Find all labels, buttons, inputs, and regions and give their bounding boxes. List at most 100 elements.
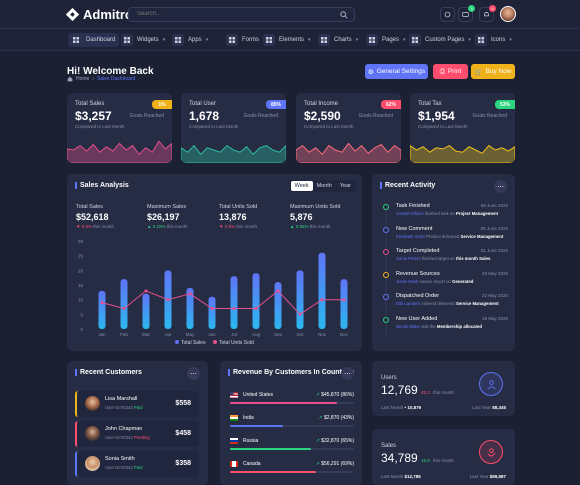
chevron-down-icon: ▾	[509, 37, 512, 43]
units-point-jun[interactable]	[210, 306, 214, 310]
stat-sparkline	[67, 140, 172, 163]
nav-label: Icons	[491, 37, 506, 43]
y-tick-label: 5	[80, 312, 83, 317]
bar-mar[interactable]	[142, 293, 150, 329]
stat-goal: Goals Reached	[129, 113, 164, 119]
nav-label: Pages	[382, 37, 400, 43]
units-point-apr[interactable]	[166, 298, 170, 302]
kpi-label: Total Sales	[76, 204, 103, 210]
tab-month[interactable]: Month	[316, 183, 332, 189]
bar-may[interactable]	[186, 287, 194, 329]
stat-value: $3,257	[75, 109, 112, 123]
messages-button[interactable]: 3	[458, 5, 475, 22]
units-point-oct[interactable]	[298, 312, 302, 316]
stat-label: Total Income	[304, 101, 339, 107]
activity-more-button[interactable]: ⋯	[494, 180, 507, 193]
units-point-dec[interactable]	[342, 298, 346, 302]
buy-now-button[interactable]: 🛒 Buy Now	[471, 64, 515, 79]
units-point-jul[interactable]	[232, 306, 236, 310]
bar-dec[interactable]	[340, 279, 348, 329]
bar-nov[interactable]	[318, 252, 326, 329]
breadcrumb-home[interactable]: Home	[76, 76, 90, 82]
apps-icon	[172, 34, 184, 46]
stat-compare: Compared to Last Month	[304, 124, 354, 129]
stat-value: 1,678	[189, 109, 220, 123]
widgets-icon	[121, 34, 133, 46]
message-icon	[462, 12, 469, 17]
timeline-dot-icon	[383, 226, 389, 233]
kpi-change: 0.9%	[81, 224, 92, 229]
customer-row[interactable]: Lisa Marshall User ID:#2342 Paid $558	[75, 391, 199, 417]
stat-compare: Compared to Last Month	[189, 124, 239, 129]
stat-card-total-sales: Total Sales $3,257 Compared to Last Month G…	[67, 93, 172, 163]
activity-user[interactable]: Nicola Blake	[396, 323, 420, 329]
units-point-mar[interactable]	[144, 289, 148, 293]
nav-item-dashboard[interactable]: Dashboard	[68, 33, 120, 47]
nav-item-apps[interactable]: Apps ▾	[172, 33, 208, 47]
nav-item-elements[interactable]: Elements ▾	[263, 33, 311, 47]
notifications-button[interactable]: 6	[479, 5, 496, 22]
kpi-value: $26,197	[147, 212, 180, 222]
bar-jul[interactable]	[230, 276, 238, 329]
customer-id: User ID:#2342	[105, 405, 133, 410]
elements-icon	[263, 34, 275, 46]
search-input[interactable]	[137, 11, 327, 17]
fullscreen-button[interactable]	[440, 7, 455, 22]
app-logo[interactable]: Admitro	[66, 7, 133, 22]
bar-feb[interactable]	[120, 279, 128, 329]
nav-item-forms[interactable]: Forms▾	[226, 33, 266, 47]
tab-week[interactable]: Week	[290, 181, 313, 191]
nav-item-widgets[interactable]: Widgets ▾	[121, 33, 165, 47]
breadcrumb: Home › Sales Dashboard	[67, 76, 135, 82]
customer-row[interactable]: Sonia Smith User ID:#2342 Paid $358	[75, 451, 199, 477]
activity-user[interactable]: Elizabeth Scott	[396, 233, 425, 239]
customer-row[interactable]: John Chapman User ID:#2342 Pending $458	[75, 421, 199, 447]
activity-user[interactable]: Sonia Peters	[396, 256, 421, 261]
sales-summary-value: 34,789 19.8 this month	[381, 451, 454, 465]
units-point-aug[interactable]	[254, 306, 258, 310]
users-change-note: this month	[433, 390, 454, 395]
country-progress-fill	[230, 471, 316, 473]
bar-jan[interactable]	[98, 290, 106, 329]
sales-last-month-label: Last Month	[381, 474, 404, 479]
bar-oct[interactable]	[296, 270, 304, 329]
user-avatar[interactable]	[500, 6, 516, 22]
legend-label: Total Units Sold	[219, 340, 254, 346]
nav-item-icons[interactable]: Icons ▾	[475, 33, 512, 47]
print-button[interactable]: ⎙ Print	[433, 64, 468, 79]
countries-more-button[interactable]: ⋯	[341, 367, 354, 380]
customer-amount: $458	[175, 430, 191, 437]
stat-card-total-tax: Total Tax $1,954 Compared to Last Month Goa…	[410, 93, 515, 163]
custom-pages-icon	[409, 34, 421, 46]
activity-target: this month Sales	[455, 256, 491, 261]
bar-aug[interactable]	[252, 273, 260, 329]
units-point-feb[interactable]	[122, 306, 126, 310]
activity-user[interactable]: Justin Nash	[396, 278, 419, 284]
units-point-may[interactable]	[188, 292, 192, 296]
users-card: Users 12,769 45.2 this month Last Month …	[372, 361, 515, 416]
activity-user[interactable]: Joseph Ellison	[396, 211, 424, 216]
search-icon[interactable]	[340, 11, 348, 19]
activity-target: Service Management	[455, 301, 499, 306]
nav-item-custom-pages[interactable]: Custom Pages ▾	[409, 33, 471, 47]
units-point-nov[interactable]	[320, 298, 324, 302]
search-box[interactable]	[128, 7, 355, 22]
nav-item-charts[interactable]: Charts ▾	[318, 33, 358, 47]
print-label: Print	[447, 68, 462, 75]
y-tick-label: 15	[78, 283, 84, 288]
stat-percent-badge: 62%	[381, 100, 401, 109]
bar-sep[interactable]	[274, 282, 282, 329]
users-last-month-label: Last Month	[381, 405, 404, 410]
bar-jun[interactable]	[208, 296, 216, 329]
sales-last-month: $12,786	[404, 474, 421, 479]
customers-more-button[interactable]: ⋯	[187, 367, 200, 380]
tab-year[interactable]: Year	[339, 183, 351, 189]
activity-user[interactable]: Ella Lambert	[396, 301, 421, 306]
kpi-value: 13,876	[219, 212, 247, 222]
arrow-up-icon: ▲	[290, 224, 296, 229]
general-settings-button[interactable]: ⚙ General Settings	[365, 64, 428, 79]
units-point-sep[interactable]	[276, 289, 280, 293]
units-point-jan[interactable]	[100, 301, 104, 305]
nav-item-pages[interactable]: Pages ▾	[366, 33, 406, 47]
activity-date: 19 May 2020	[481, 315, 508, 321]
